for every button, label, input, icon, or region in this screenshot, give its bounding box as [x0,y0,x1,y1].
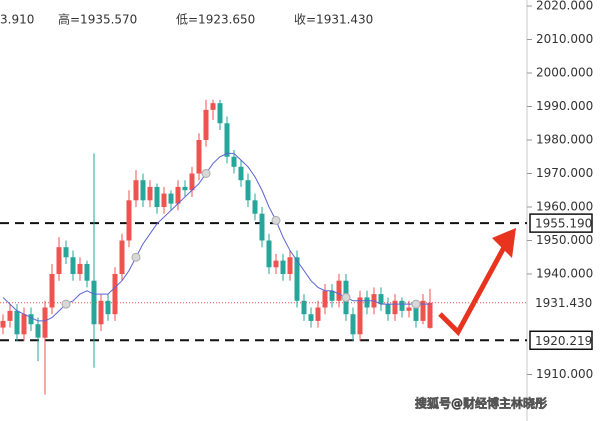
y-tick-label: 1910.000 [536,367,593,381]
candle-body [168,193,174,204]
candle-body [203,109,209,140]
candle-body [287,257,293,274]
candle-body [63,247,69,258]
ma-marker [131,252,141,262]
header-value: 收=1931.430 [294,13,373,27]
candle-body [357,297,363,335]
candle-body [217,103,223,124]
candle-body [126,200,132,241]
watermark: 搜狐号@财经博主林晓彤 [415,396,547,411]
y-tick-label: 2010.000 [536,32,593,46]
candle-body [273,260,279,268]
candle-body [105,300,111,315]
candle-body [14,310,20,335]
candle-body [413,307,419,321]
candle-body [322,290,328,308]
candle-body [140,180,146,201]
level-label: 1920.219 [535,334,592,348]
candle-body [364,297,370,308]
y-tick-label: 1980.000 [536,133,593,147]
ma-marker [61,299,71,309]
candle-body [308,314,314,321]
candle-body [98,300,104,325]
candle-body [329,290,335,301]
candle-body [154,186,160,207]
candle-body [245,180,251,201]
y-tick-label: 2000.000 [536,66,593,80]
candle-body [7,310,13,321]
candle-body [28,314,34,325]
candle-body [294,257,300,301]
candle-body [224,123,230,157]
candle-body [175,186,181,204]
ma-marker [201,169,211,178]
ma-marker [411,299,421,309]
ma-marker [271,215,281,225]
arrow [438,238,511,337]
candle-body [259,213,265,241]
candle-body [238,166,244,181]
candle-body [84,263,90,281]
candle-body [112,274,118,315]
y-tick-label: 1950.000 [536,233,593,247]
candle-body [70,257,76,274]
candle-body [196,140,202,174]
candle-body [350,314,356,335]
candle-body [77,263,83,274]
y-tick-label: 1960.000 [536,200,593,214]
ma-marker [341,292,351,302]
candle-body [210,103,216,110]
candle-body [399,300,405,311]
candle-body [406,307,412,311]
candle-body [301,300,307,315]
candle-body [21,314,27,335]
candle-body [266,240,272,268]
ma-line [2,152,430,322]
header-value: 3.910 [0,13,34,27]
header-value: 高=1935.570 [58,12,137,27]
candle-body [378,294,384,305]
y-tick-label: 1990.000 [536,99,593,113]
candle-body [35,324,41,338]
candle-body [133,180,139,201]
candle-body [49,274,55,308]
candle-body [315,307,321,321]
candle-body [392,300,398,315]
last-price-label: 1931.430 [535,296,592,310]
candle-body [231,156,237,167]
candle-body [280,260,286,274]
last-price-box [530,293,592,312]
candle-body [56,247,62,274]
candle-body [252,200,258,214]
arrow-head [492,228,516,258]
candle-body [182,186,188,191]
candle-body [385,304,391,315]
level-box [529,330,593,351]
y-tick-label: 1970.000 [536,166,593,180]
candle-body [147,186,153,201]
y-tick-label: 1940.000 [536,267,593,281]
y-tick-label: 2020.000 [536,0,593,13]
candle-body [91,280,97,325]
level-box [529,213,593,233]
candle-body [336,280,342,301]
candle-body [420,300,426,321]
header-value: 低=1923.650 [176,13,255,27]
candle-body [161,193,167,207]
level-label: 1955.190 [535,217,592,231]
candle-body [427,302,433,328]
candle-body [119,240,125,274]
candle-body [189,173,195,191]
candle-body [42,307,48,338]
candle-body [0,320,6,328]
